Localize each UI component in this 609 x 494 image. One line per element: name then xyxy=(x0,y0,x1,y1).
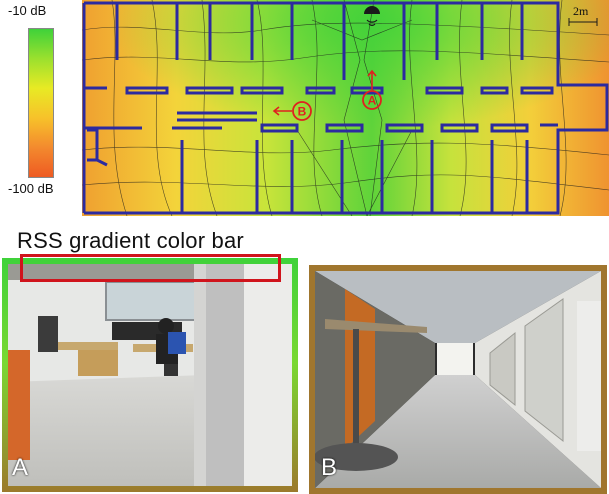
colorbar-top-label: -10 dB xyxy=(8,3,47,18)
photo-b-scene xyxy=(315,271,601,488)
colorbar-highlight-box xyxy=(20,254,281,282)
walls xyxy=(82,1,609,215)
marker-a-label: A xyxy=(368,94,377,108)
marker-b-label: B xyxy=(298,105,307,119)
photo-b: B xyxy=(309,265,607,494)
floorplan-panel: A B 2m xyxy=(81,0,609,217)
marker-a-arrow-icon xyxy=(367,69,377,90)
colorbar-caption: RSS gradient color bar xyxy=(17,228,244,253)
scale-bar xyxy=(568,18,598,26)
photo-a-scene xyxy=(8,264,292,486)
access-point-icon xyxy=(364,6,380,26)
colorbar-gradient xyxy=(28,28,54,178)
colorbar-bottom-label: -100 dB xyxy=(8,181,54,196)
colorbar-panel: -10 dB -100 dB xyxy=(0,0,82,200)
marker-b: B xyxy=(272,101,312,121)
photo-a: A xyxy=(2,258,298,492)
photo-b-label: B xyxy=(321,454,338,481)
scale-label: 2m xyxy=(573,4,589,18)
floorplan-svg: A B xyxy=(81,0,609,217)
photo-a-label: A xyxy=(12,454,29,481)
marker-a: A xyxy=(362,69,382,110)
marker-b-arrow-icon xyxy=(272,106,292,116)
